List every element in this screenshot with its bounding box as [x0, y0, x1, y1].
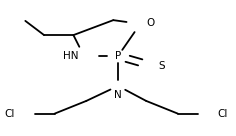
Text: HN: HN: [63, 51, 78, 61]
Text: O: O: [146, 18, 154, 28]
Text: S: S: [159, 61, 165, 71]
Text: P: P: [115, 51, 121, 61]
Text: Cl: Cl: [4, 109, 15, 119]
Text: N: N: [114, 90, 122, 100]
Text: Cl: Cl: [218, 109, 228, 119]
